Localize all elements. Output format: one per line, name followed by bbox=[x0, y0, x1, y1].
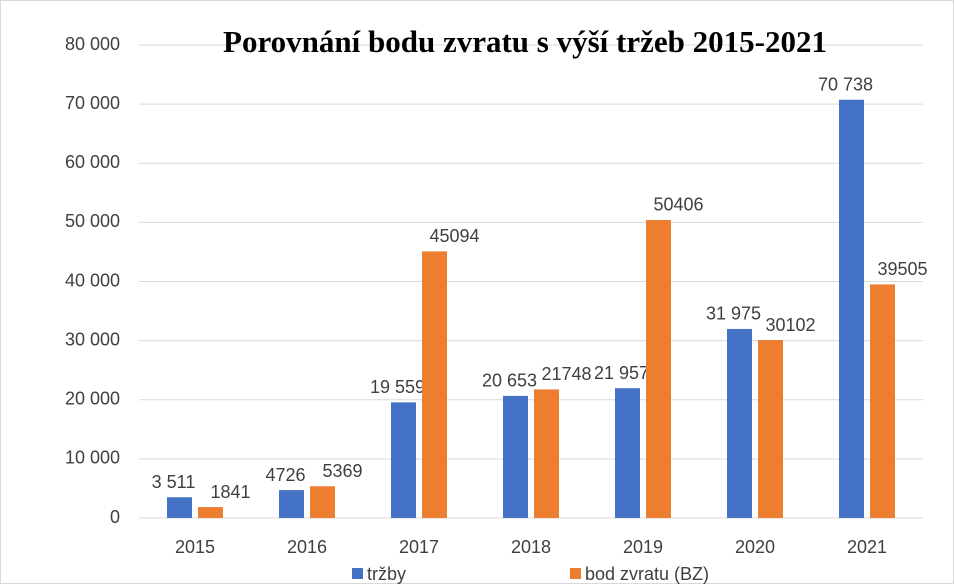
x-tick-label: 2015 bbox=[175, 537, 215, 557]
bar bbox=[422, 251, 447, 519]
y-tick-label: 70 000 bbox=[65, 93, 120, 113]
y-tick-label: 40 000 bbox=[65, 270, 120, 290]
x-tick-label: 2019 bbox=[623, 537, 663, 557]
data-label: 39505 bbox=[877, 259, 927, 279]
data-label: 70 738 bbox=[818, 75, 873, 95]
x-tick-label: 2020 bbox=[735, 537, 775, 557]
data-label: 3 511 bbox=[152, 472, 196, 492]
y-tick-label: 30 000 bbox=[65, 329, 120, 349]
legend-swatch bbox=[570, 568, 581, 579]
legend-swatch bbox=[352, 568, 363, 579]
y-tick-label: 60 000 bbox=[65, 152, 120, 172]
y-tick-label: 20 000 bbox=[65, 389, 120, 409]
y-tick-label: 50 000 bbox=[65, 211, 120, 231]
chart-title: Porovnání bodu zvratu s výší tržeb 2015-… bbox=[223, 24, 827, 59]
x-tick-label: 2016 bbox=[287, 537, 327, 557]
bar bbox=[839, 99, 864, 519]
legend-label: tržby bbox=[367, 564, 406, 584]
data-label: 4726 bbox=[265, 465, 305, 485]
data-label: 5369 bbox=[322, 461, 362, 481]
data-label: 30102 bbox=[765, 315, 815, 335]
bar bbox=[646, 219, 671, 518]
y-tick-label: 80 000 bbox=[65, 34, 120, 54]
bar bbox=[615, 388, 640, 518]
bar bbox=[198, 507, 223, 518]
legend-label: bod zvratu (BZ) bbox=[585, 564, 709, 584]
data-label: 21 957 bbox=[594, 363, 649, 383]
bar bbox=[503, 395, 528, 518]
y-tick-label: 10 000 bbox=[65, 448, 120, 468]
data-label: 19 559 bbox=[370, 377, 425, 397]
data-label: 20 653 bbox=[482, 371, 537, 391]
x-tick-label: 2018 bbox=[511, 537, 551, 557]
bar bbox=[758, 340, 783, 518]
bar bbox=[391, 402, 416, 518]
bar bbox=[534, 389, 559, 518]
bar bbox=[870, 284, 895, 518]
bar bbox=[727, 328, 752, 518]
bar bbox=[310, 486, 335, 518]
data-label: 50406 bbox=[653, 195, 703, 215]
bar bbox=[167, 497, 192, 518]
y-tick-label: 0 bbox=[110, 507, 120, 527]
bar bbox=[279, 490, 304, 518]
data-label: 1841 bbox=[210, 482, 250, 502]
x-tick-label: 2021 bbox=[847, 537, 887, 557]
data-label: 31 975 bbox=[706, 304, 761, 324]
data-label: 45094 bbox=[429, 226, 479, 246]
data-label: 21748 bbox=[541, 364, 591, 384]
x-tick-label: 2017 bbox=[399, 537, 439, 557]
